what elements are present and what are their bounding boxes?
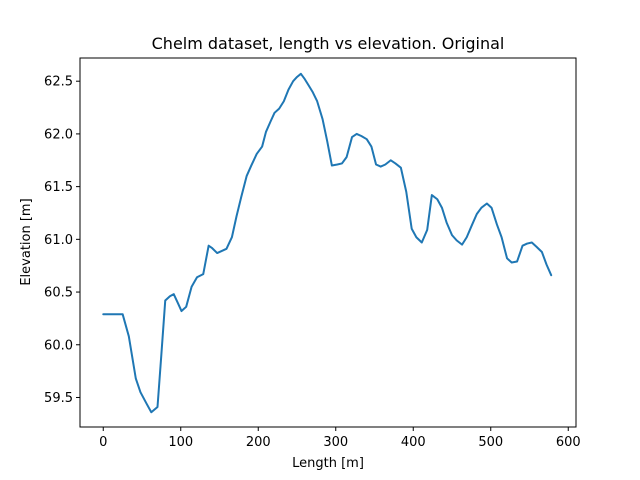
y-tick-label: 59.5 (44, 391, 73, 406)
x-tick-label: 300 (323, 435, 348, 450)
plot-area (102, 72, 553, 414)
series-line-0 (102, 72, 553, 414)
x-tick-label: 500 (478, 435, 503, 450)
x-tick-label: 0 (99, 435, 107, 450)
y-tick-label: 62.5 (44, 75, 73, 90)
chart-title: Chelm dataset, length vs elevation. Orig… (152, 34, 505, 53)
x-tick-label: 600 (556, 435, 581, 450)
axes-frame (79, 57, 577, 428)
y-axis: 59.5 60.0 60.5 61.0 61.5 62.0 62.5 (44, 75, 80, 406)
x-tick-label: 200 (246, 435, 271, 450)
y-tick-label: 61.0 (44, 233, 73, 248)
x-axis: 0 100 200 300 400 500 600 (99, 427, 581, 450)
y-tick-label: 60.5 (44, 286, 73, 301)
y-axis-label: Elevation [m] (19, 198, 34, 285)
x-axis-label: Length [m] (292, 456, 364, 471)
x-tick-label: 400 (401, 435, 426, 450)
y-tick-label: 60.0 (44, 338, 73, 353)
x-tick-label: 100 (168, 435, 193, 450)
y-tick-label: 61.5 (44, 180, 73, 195)
y-tick-label: 62.0 (44, 127, 73, 142)
